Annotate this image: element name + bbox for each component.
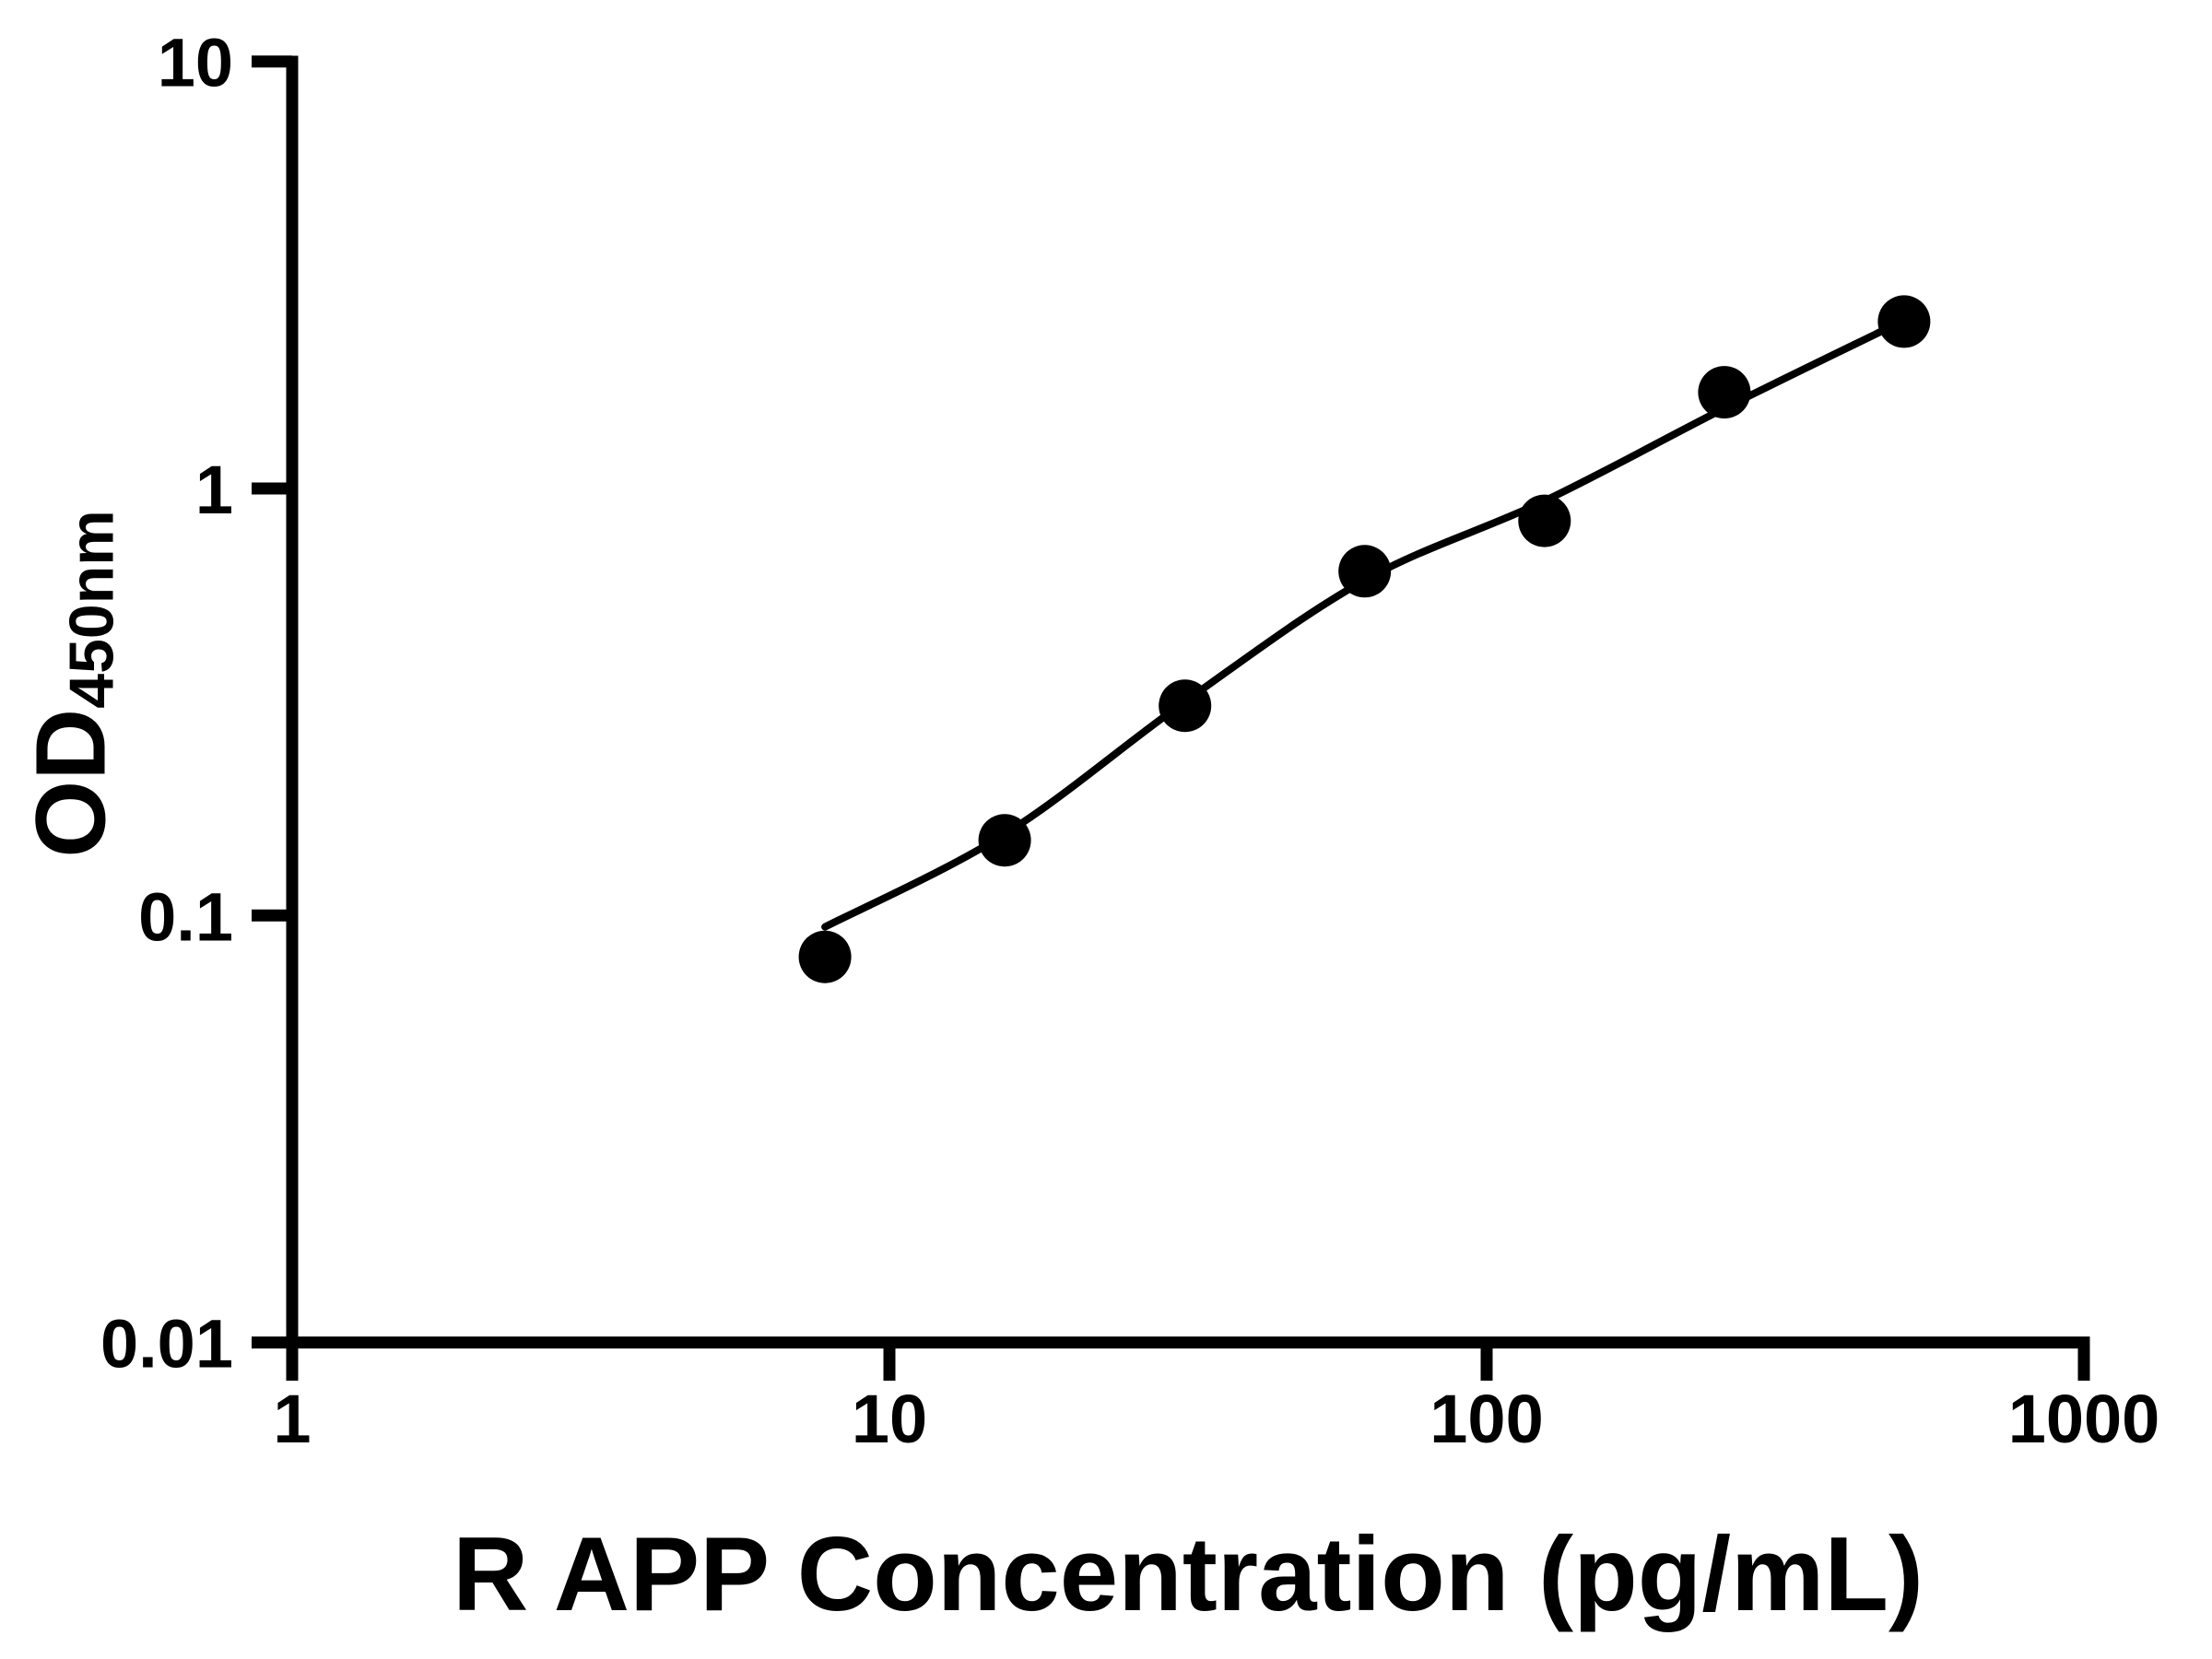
y-tick-label: 1 [195, 452, 233, 528]
data-point-marker [978, 814, 1031, 867]
y-axis-title: OD450nm [15, 510, 127, 857]
x-axis-title: R APP Concentration (pg/mL) [453, 1516, 1924, 1633]
y-axis-title-subscript: 450nm [56, 510, 127, 709]
data-point-marker [798, 930, 852, 983]
x-tick-label: 1000 [2008, 1381, 2160, 1457]
data-point-marker [1877, 295, 1931, 348]
data-point-marker [1338, 545, 1392, 598]
data-point-marker [1518, 494, 1571, 547]
data-point-marker [1159, 679, 1212, 733]
y-axis-title-main: OD [14, 708, 126, 858]
x-tick-label: 100 [1430, 1381, 1543, 1457]
data-point-marker [1698, 366, 1751, 419]
x-tick-label: 10 [852, 1381, 927, 1457]
y-tick-label: 10 [158, 25, 233, 101]
y-tick-label: 0.01 [100, 1306, 233, 1382]
y-tick-label: 0.1 [138, 878, 233, 955]
x-tick-label: 1 [273, 1381, 311, 1457]
